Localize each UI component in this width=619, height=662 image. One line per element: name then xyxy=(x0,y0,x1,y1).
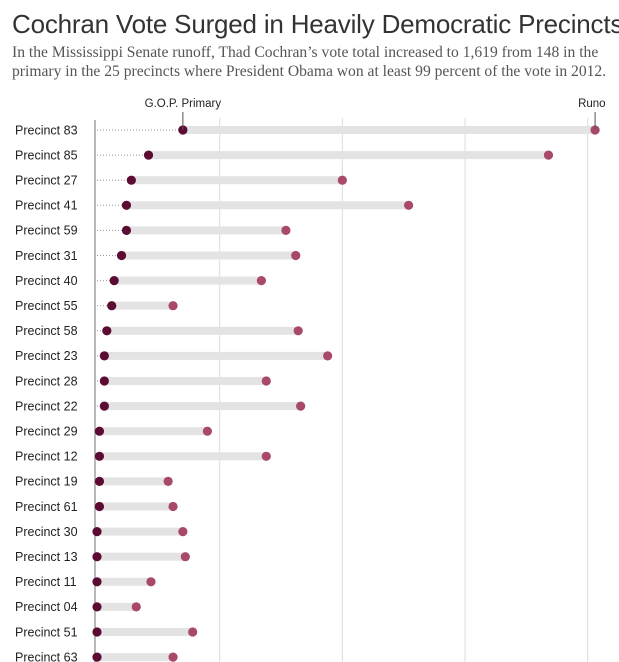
category-label: Precinct 22 xyxy=(15,399,78,413)
range-bar xyxy=(104,351,328,360)
category-label: Precinct 51 xyxy=(15,625,78,639)
category-label: Precinct 31 xyxy=(15,249,78,263)
runoff-dot xyxy=(178,527,188,537)
primary-dot xyxy=(94,476,105,486)
dots-layer: Precinct 83 Precinct 85 Precinct 27 Precinc… xyxy=(15,123,600,662)
runoff-dot xyxy=(202,426,213,436)
range-bar xyxy=(97,577,151,586)
runoff-dot xyxy=(261,451,271,461)
legend-layer: G.O.P. Primary Runo xyxy=(145,98,606,130)
category-label: Precinct 85 xyxy=(15,148,78,162)
range-bar xyxy=(114,276,262,285)
category-label: Precinct 41 xyxy=(15,199,78,213)
runoff-dot xyxy=(261,376,271,386)
category-label: Precinct 04 xyxy=(15,600,78,614)
runoff-dot xyxy=(168,301,178,311)
range-bar xyxy=(131,176,343,185)
primary-dot xyxy=(116,250,127,261)
primary-dot xyxy=(99,351,109,361)
runoff-dot xyxy=(180,552,190,562)
primary-dot xyxy=(107,301,117,311)
runoff-dot xyxy=(168,501,178,512)
range-bar xyxy=(111,301,174,310)
primary-dot xyxy=(121,225,132,235)
range-bar xyxy=(104,402,301,411)
runoff-dot xyxy=(291,250,301,261)
category-label: Precinct 40 xyxy=(15,274,78,288)
primary-dot xyxy=(102,326,112,336)
category-label: Precinct 13 xyxy=(15,550,78,564)
range-bar xyxy=(97,552,186,561)
primary-dot xyxy=(92,652,102,662)
range-bar xyxy=(104,377,267,385)
range-bar xyxy=(99,477,169,486)
primary-dot xyxy=(126,175,136,185)
category-label: Precinct 28 xyxy=(15,374,78,388)
primary-dot xyxy=(92,527,102,537)
range-bar xyxy=(106,326,299,335)
runoff-dot xyxy=(323,351,333,361)
range-bar xyxy=(121,251,296,260)
category-label: Precinct 12 xyxy=(15,450,78,464)
primary-dot xyxy=(143,150,154,160)
range-bar xyxy=(99,427,208,436)
range-bar xyxy=(126,226,286,235)
primary-dot xyxy=(99,376,109,386)
category-label: Precinct 58 xyxy=(15,324,78,338)
primary-dot xyxy=(109,276,119,286)
category-label: Precinct 83 xyxy=(15,123,78,137)
runoff-dot xyxy=(296,401,306,411)
primary-dot xyxy=(92,627,102,637)
range-bar xyxy=(99,502,174,511)
legend-label-primary: G.O.P. Primary xyxy=(145,98,222,110)
runoff-dot xyxy=(337,175,347,185)
primary-dot xyxy=(94,426,105,436)
runoff-dot xyxy=(188,627,198,637)
primary-dot xyxy=(99,401,109,411)
category-label: Precinct 19 xyxy=(15,475,78,489)
range-bar xyxy=(97,628,193,636)
primary-dot xyxy=(94,501,105,512)
runoff-dot xyxy=(543,150,554,160)
category-label: Precinct 59 xyxy=(15,224,78,238)
category-label: Precinct 27 xyxy=(15,173,78,187)
range-bar xyxy=(148,151,549,160)
runoff-dot xyxy=(163,476,173,486)
category-label: Precinct 30 xyxy=(15,525,78,539)
primary-dot xyxy=(121,200,132,210)
runoff-dot xyxy=(293,326,303,336)
category-label: Precinct 23 xyxy=(15,349,78,363)
range-bar xyxy=(182,126,596,134)
category-label: Precinct 11 xyxy=(15,575,77,589)
runoff-dot xyxy=(281,225,291,235)
runoff-dot xyxy=(131,602,141,612)
grid-layer xyxy=(94,118,589,662)
chart-title: Cochran Vote Surged in Heavily Democrati… xyxy=(12,9,619,39)
category-label: Precinct 29 xyxy=(15,424,78,438)
primary-dot xyxy=(94,451,105,461)
runoff-dot xyxy=(256,276,266,286)
runoff-dot xyxy=(404,200,414,210)
range-bar xyxy=(97,602,137,611)
range-bar xyxy=(99,452,267,461)
primary-dot xyxy=(92,577,102,587)
range-bar xyxy=(126,201,409,210)
primary-dot xyxy=(92,552,102,562)
range-bar xyxy=(97,653,174,662)
category-label: Precinct 61 xyxy=(15,500,78,514)
runoff-dot xyxy=(146,577,156,587)
runoff-dot xyxy=(168,652,178,662)
range-bar xyxy=(97,527,183,536)
category-label: Precinct 63 xyxy=(15,650,78,662)
legend-label-runoff: Runo xyxy=(578,98,606,110)
primary-dot xyxy=(92,602,102,612)
chart-subtitle: In the Mississippi Senate runoff, Thad C… xyxy=(12,44,607,80)
category-label: Precinct 55 xyxy=(15,299,78,313)
